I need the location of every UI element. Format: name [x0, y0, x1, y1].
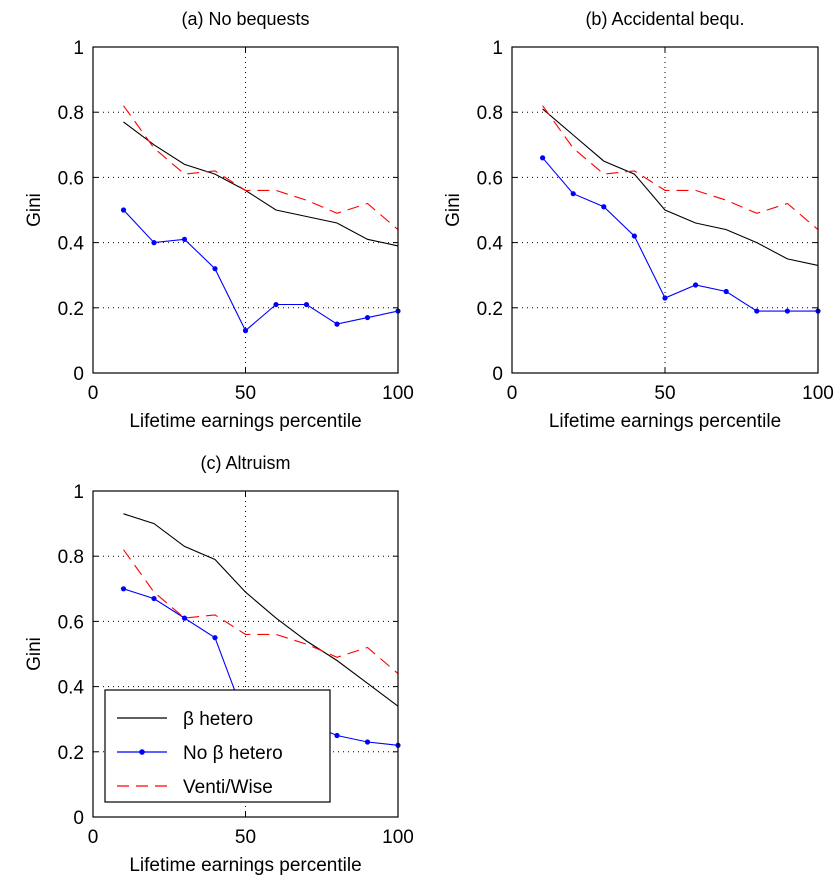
data-point [212, 635, 218, 641]
data-point [723, 288, 729, 295]
grid [93, 47, 398, 373]
x-tick-label: 100 [382, 827, 414, 848]
data-point [181, 615, 188, 621]
y-tick-label: 0.4 [477, 234, 504, 255]
data-point [303, 301, 310, 308]
y-tick-label: 0 [492, 364, 503, 385]
x-tick-label: 50 [235, 827, 256, 848]
chart-title: (b) Accidental bequ. [585, 9, 744, 29]
data-point [120, 586, 127, 592]
data-point [242, 328, 249, 334]
chart-title: (a) No bequests [181, 9, 309, 29]
y-tick-label: 1 [73, 38, 84, 59]
y-tick-label: 1 [492, 38, 503, 59]
y-tick-label: 0.6 [477, 168, 503, 189]
y-tick-label: 0.2 [477, 299, 503, 320]
data-point [693, 282, 699, 288]
y-axis-label: Gini [443, 193, 464, 227]
grid [512, 47, 818, 373]
y-tick-label: 0.6 [58, 612, 84, 633]
data-point [570, 191, 576, 197]
y-tick-label: 0 [73, 808, 84, 829]
data-point [662, 295, 668, 301]
data-point [181, 236, 188, 242]
y-tick-label: 0.4 [58, 234, 85, 255]
chart-panel-2: 0 0.2 0.4 0.6 0.8 1 0 50 100 (b) Accidental bequ.… [443, 9, 834, 432]
data-point [334, 732, 340, 739]
x-tick-label: 100 [382, 383, 414, 404]
legend-box [104, 689, 331, 803]
y-tick-label: 0.8 [58, 547, 84, 568]
data-point [273, 301, 279, 308]
legend-label-2: No β hetero [183, 743, 283, 764]
chart-title: (c) Altruism [201, 453, 291, 473]
series-line-3 [542, 105, 819, 231]
x-axis-label: Lifetime earnings percentile [129, 855, 361, 875]
x-axis-label: Lifetime earnings percentile [129, 411, 361, 432]
series-line-3 [123, 105, 399, 231]
y-tick-label: 1 [73, 482, 84, 503]
y-tick-label: 0.2 [58, 743, 84, 764]
data-point [601, 204, 607, 210]
data-point [364, 314, 371, 321]
x-tick-label: 50 [235, 383, 256, 404]
data-point [212, 266, 218, 272]
data-point [334, 321, 340, 327]
data-point [151, 240, 157, 246]
series-line-2 [542, 157, 818, 312]
chart-panel-1: 0 0.2 0.4 0.6 0.8 1 0 50 100 (a) No bequests Lifet… [24, 9, 414, 432]
data-point [120, 207, 127, 213]
legend-marker [139, 749, 145, 755]
legend-label-3: Venti/Wise [183, 777, 273, 798]
data-point [151, 595, 157, 602]
series-line-1 [542, 108, 819, 266]
legend: β hetero No β hetero Venti/Wise [104, 689, 331, 803]
data-point [784, 308, 791, 314]
chart-panel-3: 0 0.2 0.4 0.6 0.8 1 0 50 100 (c) Altruism Lifetime… [24, 453, 414, 875]
data-point [754, 308, 760, 314]
series-line-1 [123, 121, 399, 247]
series-line-3 [123, 549, 399, 675]
series-line-1 [123, 513, 399, 707]
plot-frame [92, 46, 399, 374]
x-tick-label: 0 [88, 827, 99, 848]
legend-label-1: β hetero [183, 709, 253, 730]
x-tick-label: 100 [802, 383, 834, 404]
x-tick-label: 0 [507, 383, 518, 404]
data-point [540, 155, 546, 161]
y-axis-label: Gini [24, 637, 45, 671]
x-tick-label: 50 [654, 383, 675, 404]
y-tick-label: 0.2 [58, 299, 84, 320]
y-tick-label: 0 [73, 364, 84, 385]
x-tick-label: 0 [88, 383, 99, 404]
y-tick-label: 0.8 [477, 103, 503, 124]
x-axis-label: Lifetime earnings percentile [549, 411, 781, 432]
y-tick-label: 0.6 [58, 168, 84, 189]
y-axis-label: Gini [24, 193, 45, 227]
data-point [364, 739, 371, 745]
series-line-2 [123, 209, 399, 332]
y-tick-label: 0.8 [58, 103, 84, 124]
data-point [631, 233, 638, 239]
y-tick-label: 0.4 [58, 678, 85, 699]
